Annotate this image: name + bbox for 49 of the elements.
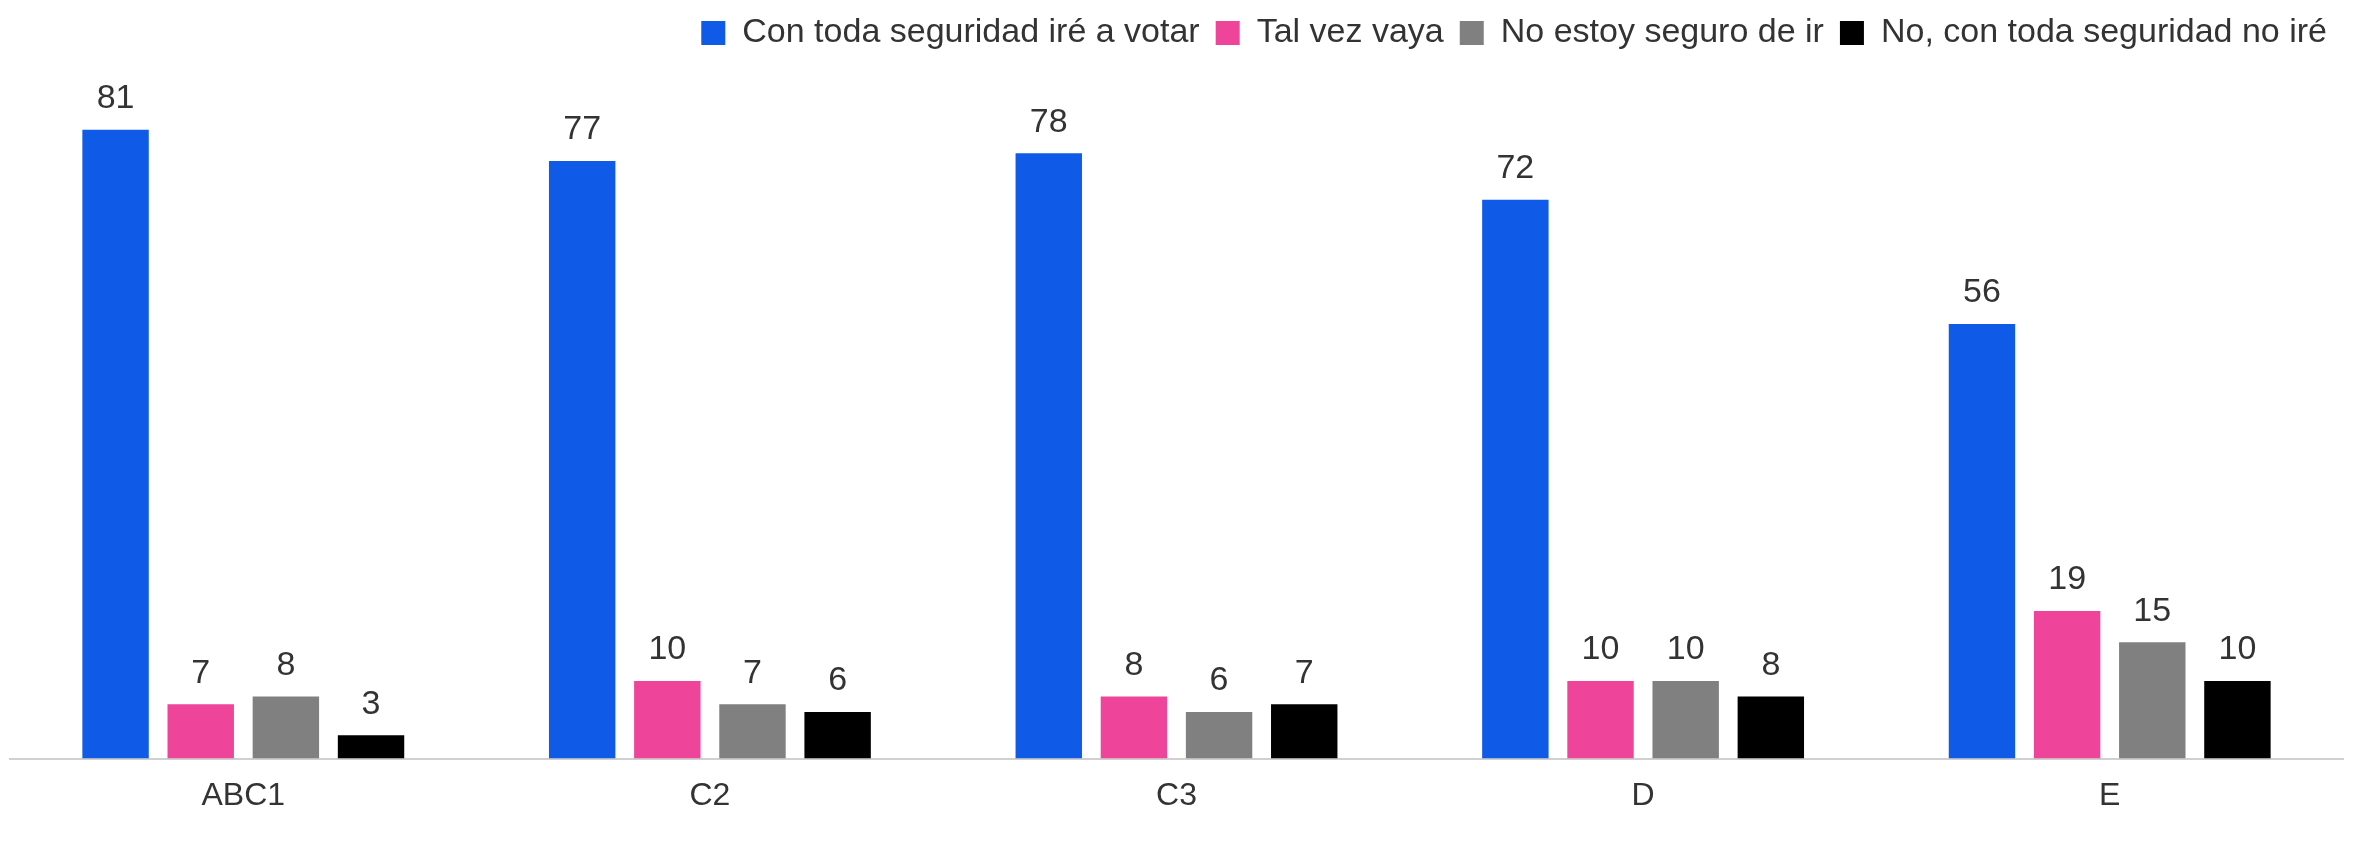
x-tick-label: C2 [689,775,731,812]
bar [82,129,149,759]
x-tick-label: E [2099,775,2121,812]
bar [719,704,786,759]
x-tick-label: ABC1 [201,775,286,812]
data-label: 8 [1124,643,1144,682]
data-label: 19 [2048,558,2087,597]
bar [548,160,616,759]
bar [2204,680,2271,759]
bar [1185,712,1253,759]
bar [1737,696,1805,759]
data-label: 7 [743,651,762,690]
data-label: 56 [1963,271,2001,310]
x-tick-label: D [1631,775,1655,812]
data-label: 7 [191,651,211,690]
bar [1100,696,1168,759]
data-label: 10 [2218,628,2257,667]
bar [2119,642,2186,759]
data-label: 8 [1761,643,1781,682]
data-label: 3 [361,682,381,721]
bar [2033,611,2101,759]
bar [1567,680,1634,759]
bar [1271,704,1338,759]
bar [1482,199,1549,759]
bar [1948,323,2016,759]
bar [1652,680,1719,759]
data-label: 6 [1209,659,1229,698]
data-label: 7 [1294,651,1314,690]
data-label: 10 [1666,628,1705,667]
data-label: 72 [1496,147,1535,186]
bar [337,735,405,759]
data-label: 81 [96,77,135,116]
legend-label: No, con toda seguridad no iré [1880,11,2328,50]
data-label: 15 [2133,589,2172,628]
data-label: 77 [563,108,602,147]
data-label: 6 [828,659,848,698]
legend-label: Tal vez vaya [1256,11,1444,50]
bar [1015,153,1082,759]
data-label: 10 [1581,628,1620,667]
data-label: 8 [276,643,296,682]
x-tick-label: C3 [1156,775,1197,812]
bar [804,712,871,759]
legend-label: No estoy seguro de ir [1500,11,1824,50]
bar [167,704,234,759]
data-label: 78 [1029,100,1068,139]
bar [252,696,320,759]
legend-label: Con toda seguridad iré a votar [742,11,1200,50]
bar [634,680,701,759]
data-label: 10 [648,628,687,667]
